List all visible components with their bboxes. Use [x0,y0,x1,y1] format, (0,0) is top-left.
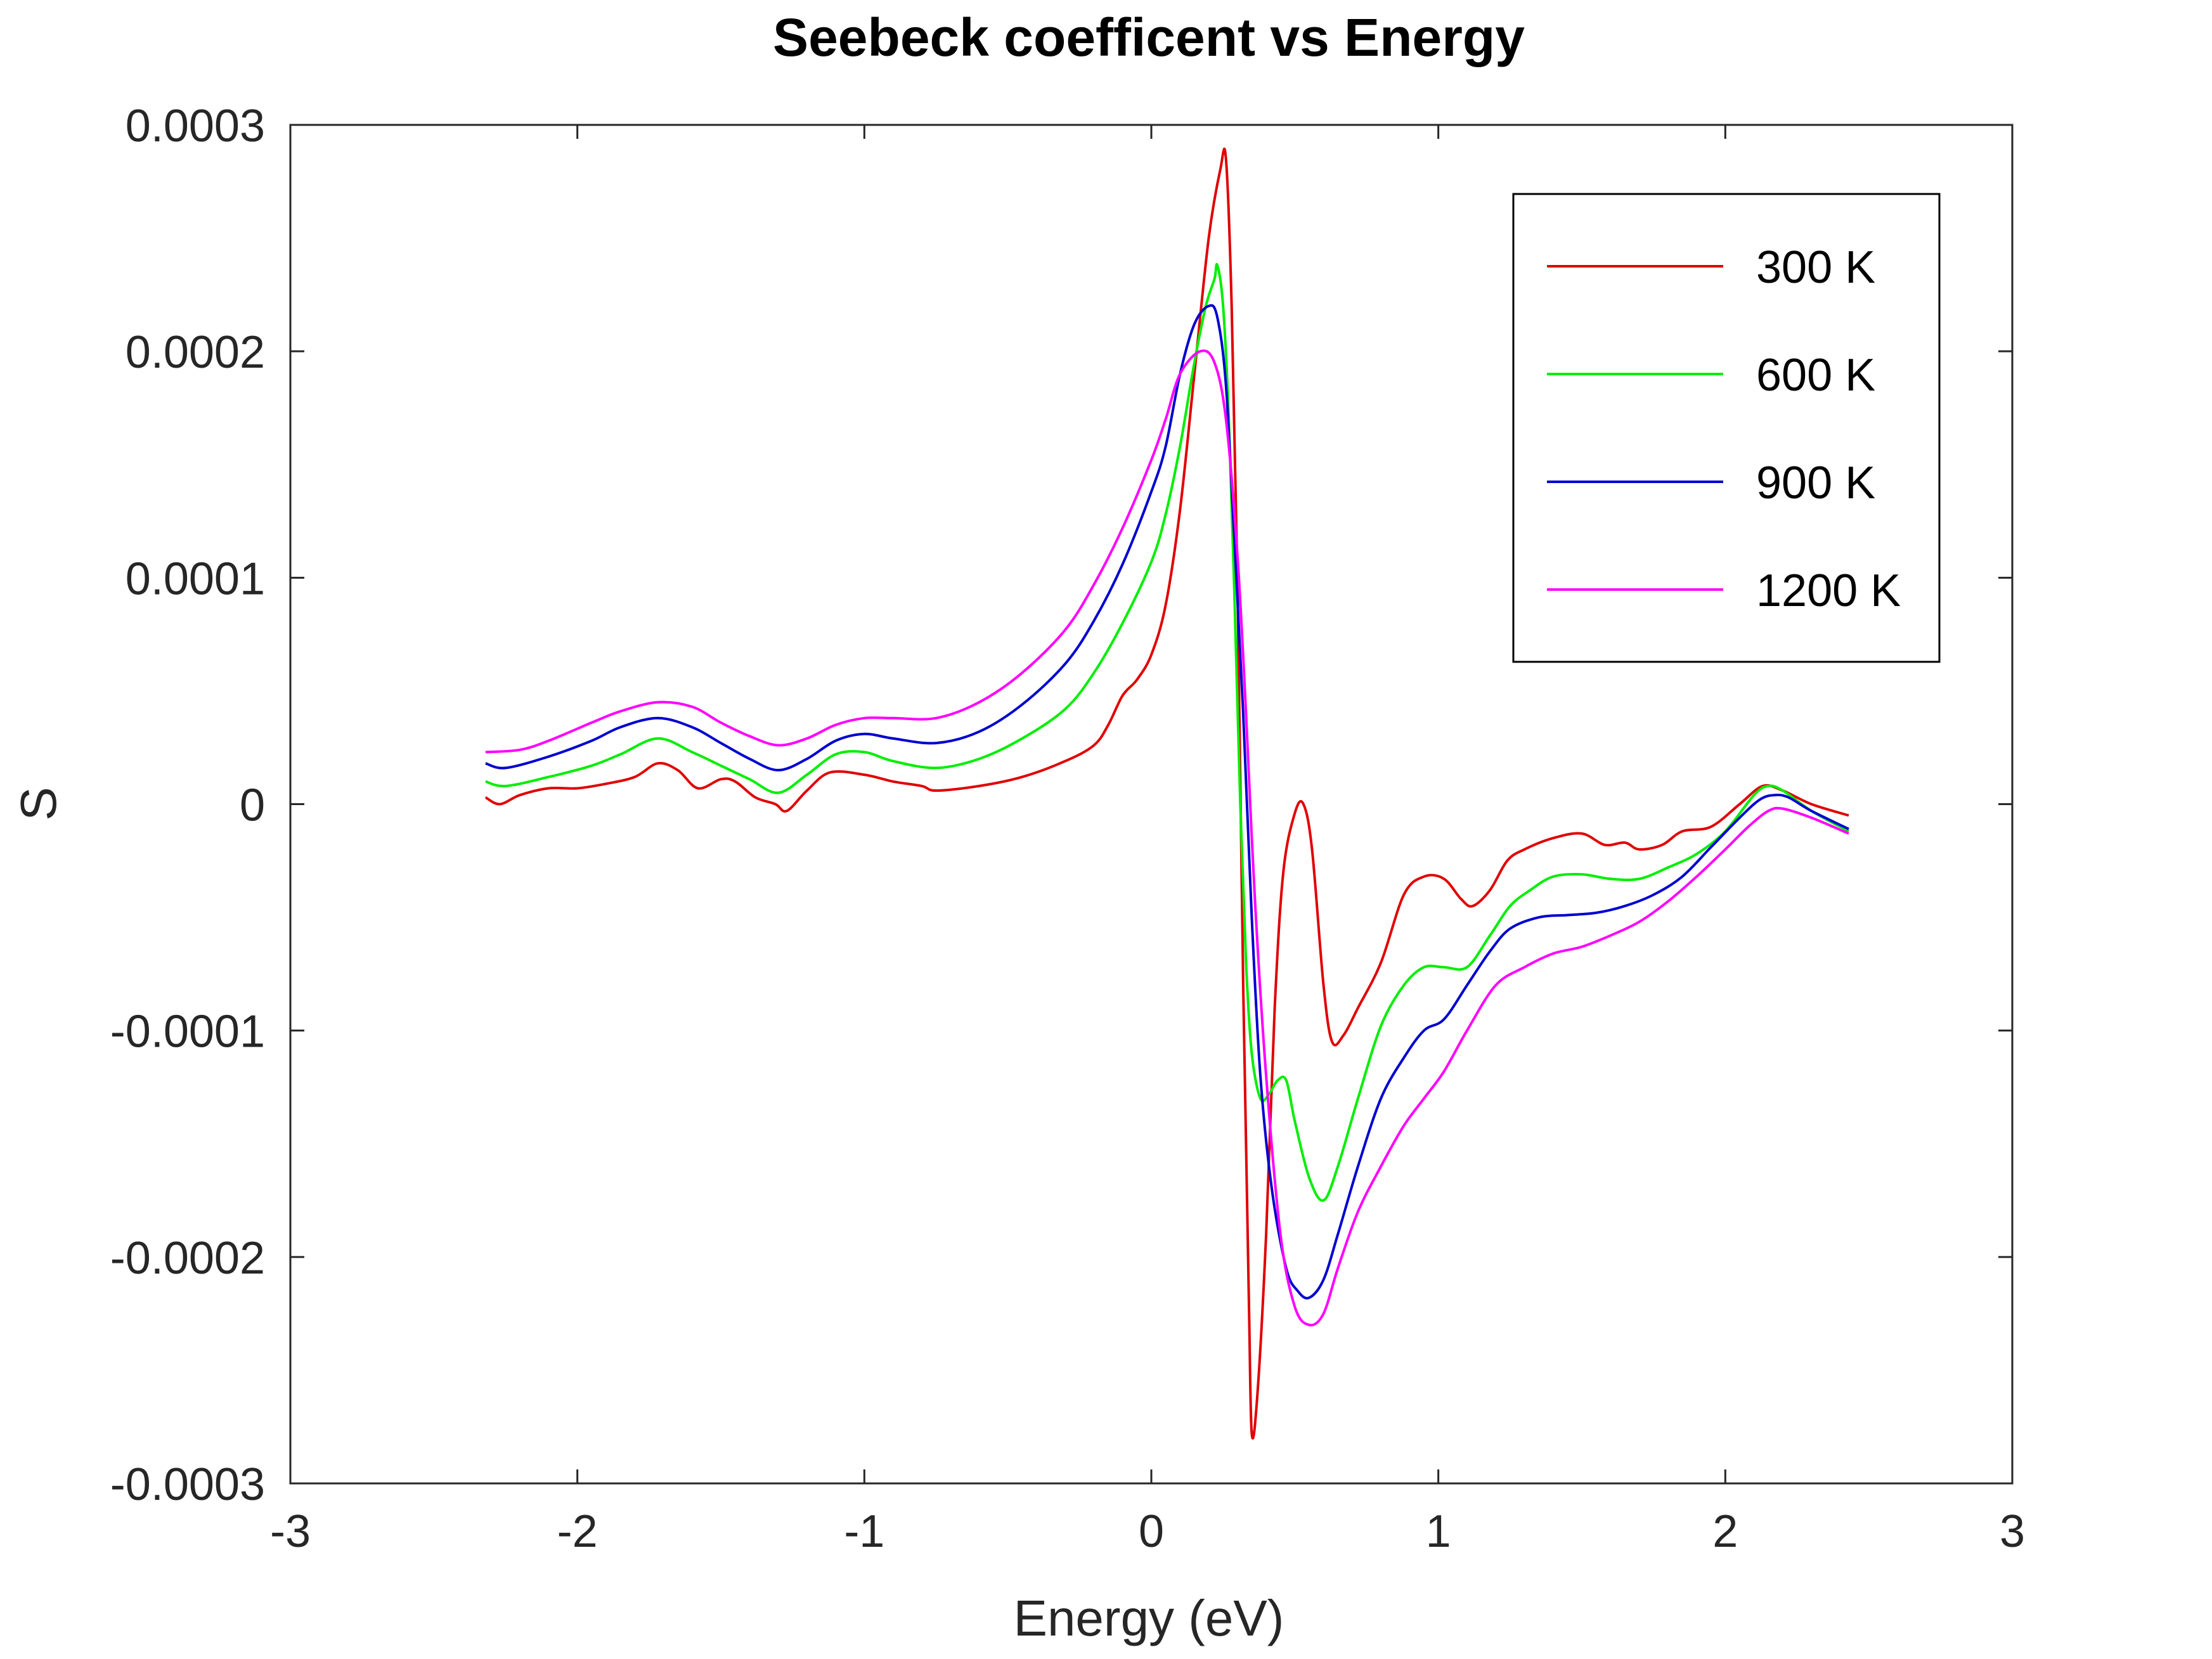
legend-label-600k: 600 K [1756,350,1875,401]
legend-label-900k: 900 K [1756,458,1875,508]
y-tick-label: -0.0003 [110,1459,265,1510]
y-tick-label: 0.0001 [126,553,265,604]
legend-box [1512,193,1941,663]
legend-label-1200k: 1200 K [1756,565,1901,616]
x-tick-label: 0 [1139,1506,1164,1557]
legend-label-300k: 300 K [1756,242,1875,293]
x-tick-label: -2 [557,1506,598,1557]
axis-ticks [289,124,2014,1485]
y-axis-label: S [10,787,67,820]
series-line-1200k [485,349,1849,1327]
series-line-600k [485,262,1849,1202]
axis-tick-labels: -3 -2 -1 0 1 2 3 -0.0003 -0.0002 -0.0001 0 0.0001 0.… [110,101,2025,1557]
x-tick-label: -1 [844,1506,884,1557]
legend: 300 K 600 K 900 K 1200 K [1512,193,1941,663]
series-lines [484,147,1849,1440]
x-tick-label: 1 [1426,1506,1451,1557]
series-line-900k [485,304,1849,1300]
chart-title: Seebeck coefficent vs Energy [773,8,1525,67]
x-tick-label: 3 [2000,1506,2025,1557]
y-tick-label: -0.0001 [110,1007,265,1057]
x-axis-label: Energy (eV) [1014,1590,1284,1646]
x-tick-label: 2 [1712,1506,1738,1557]
x-tick-label: -3 [270,1506,311,1557]
legend-items: 300 K 600 K 900 K 1200 K [1547,242,1901,616]
y-tick-label: 0 [240,780,265,831]
y-tick-label: 0.0002 [126,327,265,378]
y-tick-label: -0.0002 [110,1233,265,1284]
y-tick-label: 0.0003 [126,101,265,152]
